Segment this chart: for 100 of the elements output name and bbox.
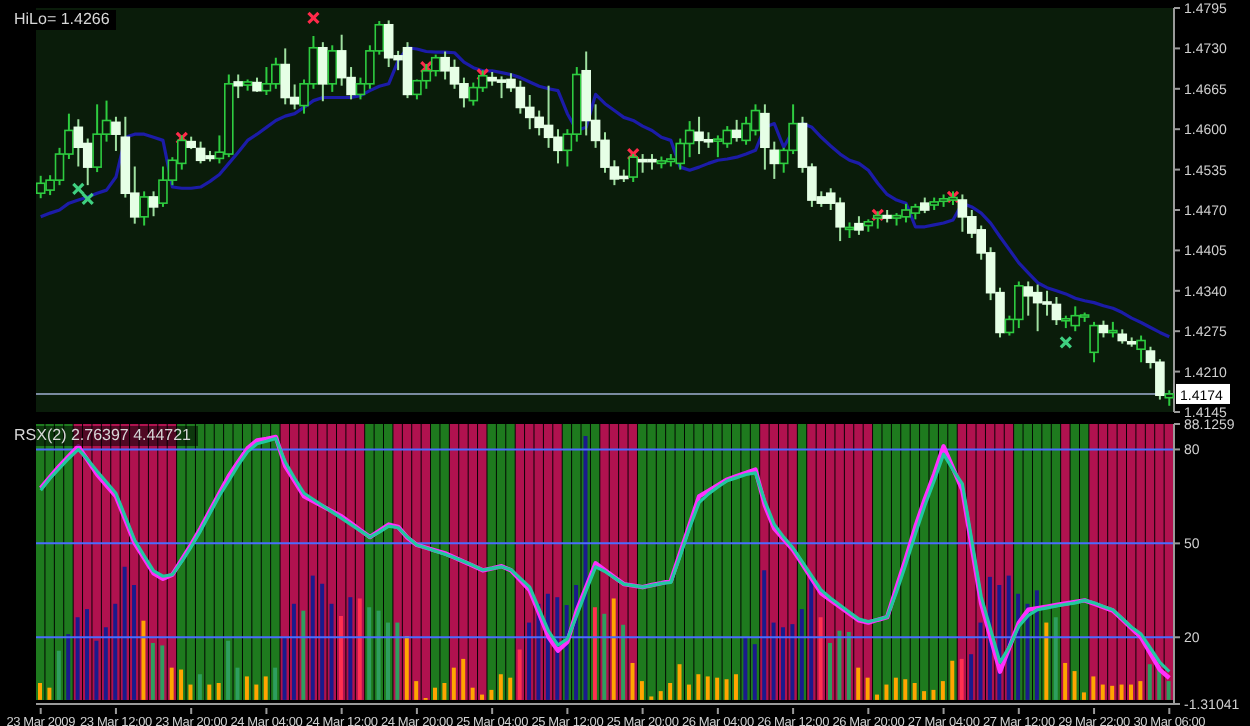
bar [141, 620, 146, 700]
bar [705, 676, 710, 700]
bar [103, 627, 108, 700]
bar [1166, 681, 1171, 700]
bar [583, 435, 588, 700]
bar [320, 583, 325, 700]
bar [367, 607, 372, 700]
line-series [39, 46, 1171, 339]
bar [385, 622, 390, 700]
bar [480, 694, 485, 700]
bar [1063, 662, 1068, 700]
bar [395, 622, 400, 700]
bar [658, 691, 663, 700]
candlestick [430, 53, 441, 78]
bar [188, 684, 193, 700]
candlestick [233, 73, 244, 100]
bar [160, 645, 165, 700]
bar [677, 664, 682, 700]
candlestick [73, 118, 84, 168]
point [81, 192, 95, 206]
bar [1053, 617, 1058, 700]
bar [433, 687, 438, 700]
point [306, 11, 321, 25]
bar [38, 682, 42, 700]
point [175, 131, 189, 145]
bar [780, 627, 785, 700]
bar [884, 684, 889, 700]
bar [931, 689, 936, 700]
bar [291, 603, 296, 700]
point [419, 60, 433, 74]
bar [75, 617, 80, 700]
candlestick [1089, 320, 1099, 364]
candlestick [1136, 334, 1146, 364]
bar [696, 674, 701, 700]
bar [752, 644, 757, 700]
bar [1034, 590, 1039, 700]
bar [668, 682, 673, 700]
bar [1081, 692, 1086, 700]
bar [686, 684, 691, 700]
bar [1147, 664, 1152, 700]
bar [235, 667, 240, 700]
bar [1119, 684, 1124, 700]
bar [66, 634, 71, 700]
bar [404, 636, 409, 700]
bar [978, 622, 983, 700]
bar [762, 570, 767, 700]
candlestick [854, 215, 864, 236]
bar [743, 637, 748, 700]
bar [47, 687, 52, 700]
bar [1128, 684, 1133, 700]
candlestick [280, 47, 291, 106]
bar [1100, 684, 1105, 700]
bar [85, 609, 90, 700]
bar [846, 631, 851, 700]
bar [715, 677, 720, 700]
bar [959, 658, 964, 700]
bar [489, 689, 494, 700]
candlestick [139, 190, 149, 227]
bar [912, 682, 917, 700]
bar [301, 610, 306, 700]
bar [508, 677, 513, 700]
bar [348, 597, 353, 700]
bar [903, 679, 908, 700]
bar [169, 667, 174, 700]
bar [1072, 671, 1077, 700]
bar [461, 658, 466, 700]
bar [1091, 676, 1096, 700]
bar [922, 691, 927, 700]
bar [244, 676, 249, 700]
bar [639, 681, 644, 700]
bar [470, 687, 475, 700]
bar [621, 624, 626, 700]
bar [1138, 681, 1143, 700]
candlestick [327, 44, 338, 93]
bar [122, 566, 127, 700]
chart-title: RSX(2) 2.76397 4.44721 [8, 426, 198, 446]
bar [197, 674, 202, 700]
bar [150, 642, 155, 700]
bar [527, 622, 532, 700]
bar [357, 598, 362, 700]
bar [94, 640, 99, 700]
bar [56, 650, 61, 700]
bar [630, 662, 635, 700]
bar [263, 676, 268, 700]
bar [451, 667, 456, 700]
bar [517, 649, 522, 700]
bar [179, 669, 184, 700]
bar [254, 684, 259, 700]
candlestick [148, 190, 159, 218]
bar [733, 674, 738, 700]
candlestick [261, 66, 272, 97]
bar [414, 681, 419, 700]
bar [893, 677, 898, 700]
point [871, 208, 885, 222]
bar [1070, 424, 1080, 700]
bar [1110, 685, 1115, 700]
bar [969, 654, 974, 700]
candlestick [318, 41, 328, 103]
bar [442, 682, 447, 700]
point [626, 147, 640, 161]
